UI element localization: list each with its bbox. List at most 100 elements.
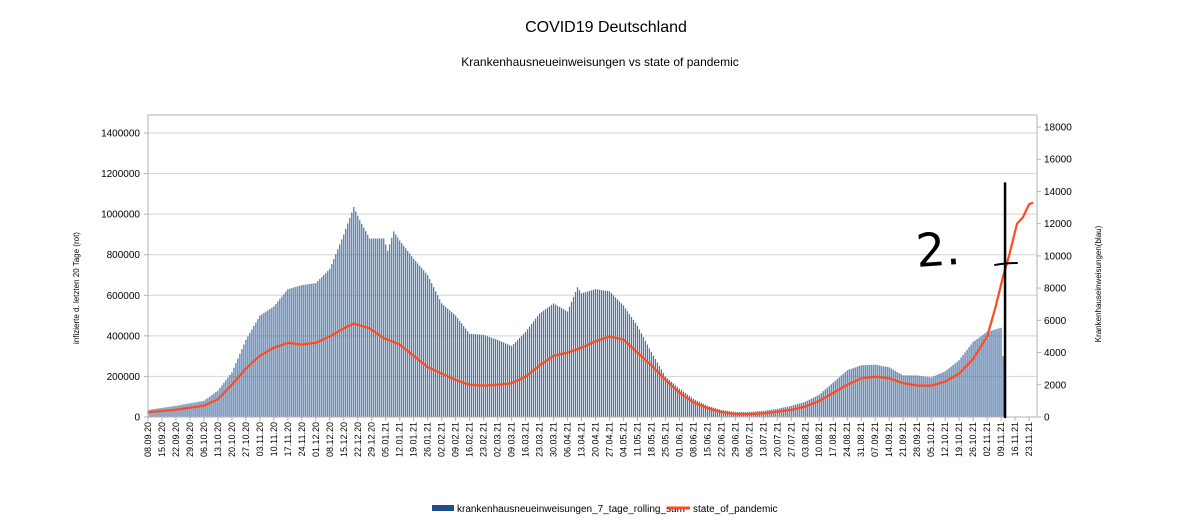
bar [201,401,203,417]
bar [996,328,998,417]
x-tick-label: 04.05.21 [619,422,629,457]
y-left-tick-label: 0 [134,413,140,424]
bar [512,343,515,417]
bar [810,398,812,417]
bar [477,334,479,417]
bar [698,401,700,417]
bar [636,325,639,417]
bar [590,290,593,417]
bar [449,310,451,417]
bar [934,375,936,417]
bar [644,340,647,417]
bar [453,313,455,417]
bar [213,393,215,417]
x-tick-label: 20.07.21 [772,422,782,457]
bar [403,245,405,417]
bar [343,234,345,417]
bar [578,290,581,417]
x-tick-label: 12.01.21 [395,422,405,457]
x-tick-label: 08.12.20 [325,422,335,457]
bar [858,366,860,417]
bar [714,408,716,417]
bar [215,392,217,417]
bar [988,331,990,417]
bar [570,301,573,417]
x-tick-label: 14.09.21 [884,422,894,457]
bar [407,250,409,417]
y-axis-right-label: Krankenhauseinweisungen(blau) [1094,225,1103,342]
x-tick-label: 30.03.21 [549,422,559,457]
bar [153,409,155,417]
bar [682,391,685,417]
x-tick-label: 03.08.21 [800,422,810,457]
x-tick-label: 01.06.21 [674,422,684,457]
bar [608,291,611,417]
bar [275,303,277,417]
bar [307,284,309,417]
y-right-tick-label: 2000 [1044,380,1067,391]
bar [461,323,463,417]
bar [928,377,930,417]
handwritten-text: 2. [914,221,962,278]
bar [151,409,153,417]
x-tick-label: 13.10.20 [213,422,223,457]
bar [491,337,493,417]
bar [980,336,982,417]
bar [860,365,862,417]
bar [696,400,698,417]
bar [880,365,882,417]
legend-label-bars: krankenhausneueinweisungen_7_tage_rollin… [457,504,685,515]
bar [850,368,852,417]
bar [984,333,986,417]
bar [475,334,477,417]
bar [560,308,563,417]
bar [902,375,904,417]
bar [558,306,561,417]
bar [868,364,870,417]
bar [289,288,291,417]
bar [886,366,888,417]
bar [257,319,259,417]
x-tick-label: 09.03.21 [507,422,517,457]
bar [612,295,615,417]
bar [876,365,878,417]
bar [409,253,411,417]
bar [496,339,499,417]
bar [191,402,193,417]
legend-label-line: state_of_pandemic [693,504,778,515]
bar [796,404,798,417]
bar [291,288,293,417]
x-tick-label: 21.09.21 [898,422,908,457]
y-left-tick-label: 200000 [107,372,141,383]
x-tick-label: 29.06.21 [730,422,740,457]
bar [596,289,599,417]
bar [806,400,808,417]
bar [550,304,553,417]
chart-subtitle: Krankenhausneueinweisungen vs state of p… [461,55,739,69]
bar [600,290,603,417]
bar [361,223,363,417]
bar [572,296,575,417]
bar [800,402,802,417]
bar [279,299,281,417]
bar [185,404,187,417]
bar [852,368,854,417]
bar [455,315,457,417]
bar [994,329,996,417]
line-series [147,201,1034,416]
bar [504,343,507,417]
bar [956,361,958,417]
bar [544,309,547,417]
bar [930,377,932,417]
x-tick-label: 18.05.21 [646,422,656,457]
bar [317,281,319,417]
x-tick-label: 17.11.20 [283,422,293,456]
x-tick-label: 09.11.21 [996,422,1006,456]
bar [872,364,874,417]
bar [471,333,473,417]
bar [351,212,353,417]
x-axis: 08.09.20 15.09.20 22.09.20 29.09.20 06.10.20… [143,417,1034,457]
bar [882,366,884,417]
bar [421,268,423,417]
bar [267,310,269,417]
